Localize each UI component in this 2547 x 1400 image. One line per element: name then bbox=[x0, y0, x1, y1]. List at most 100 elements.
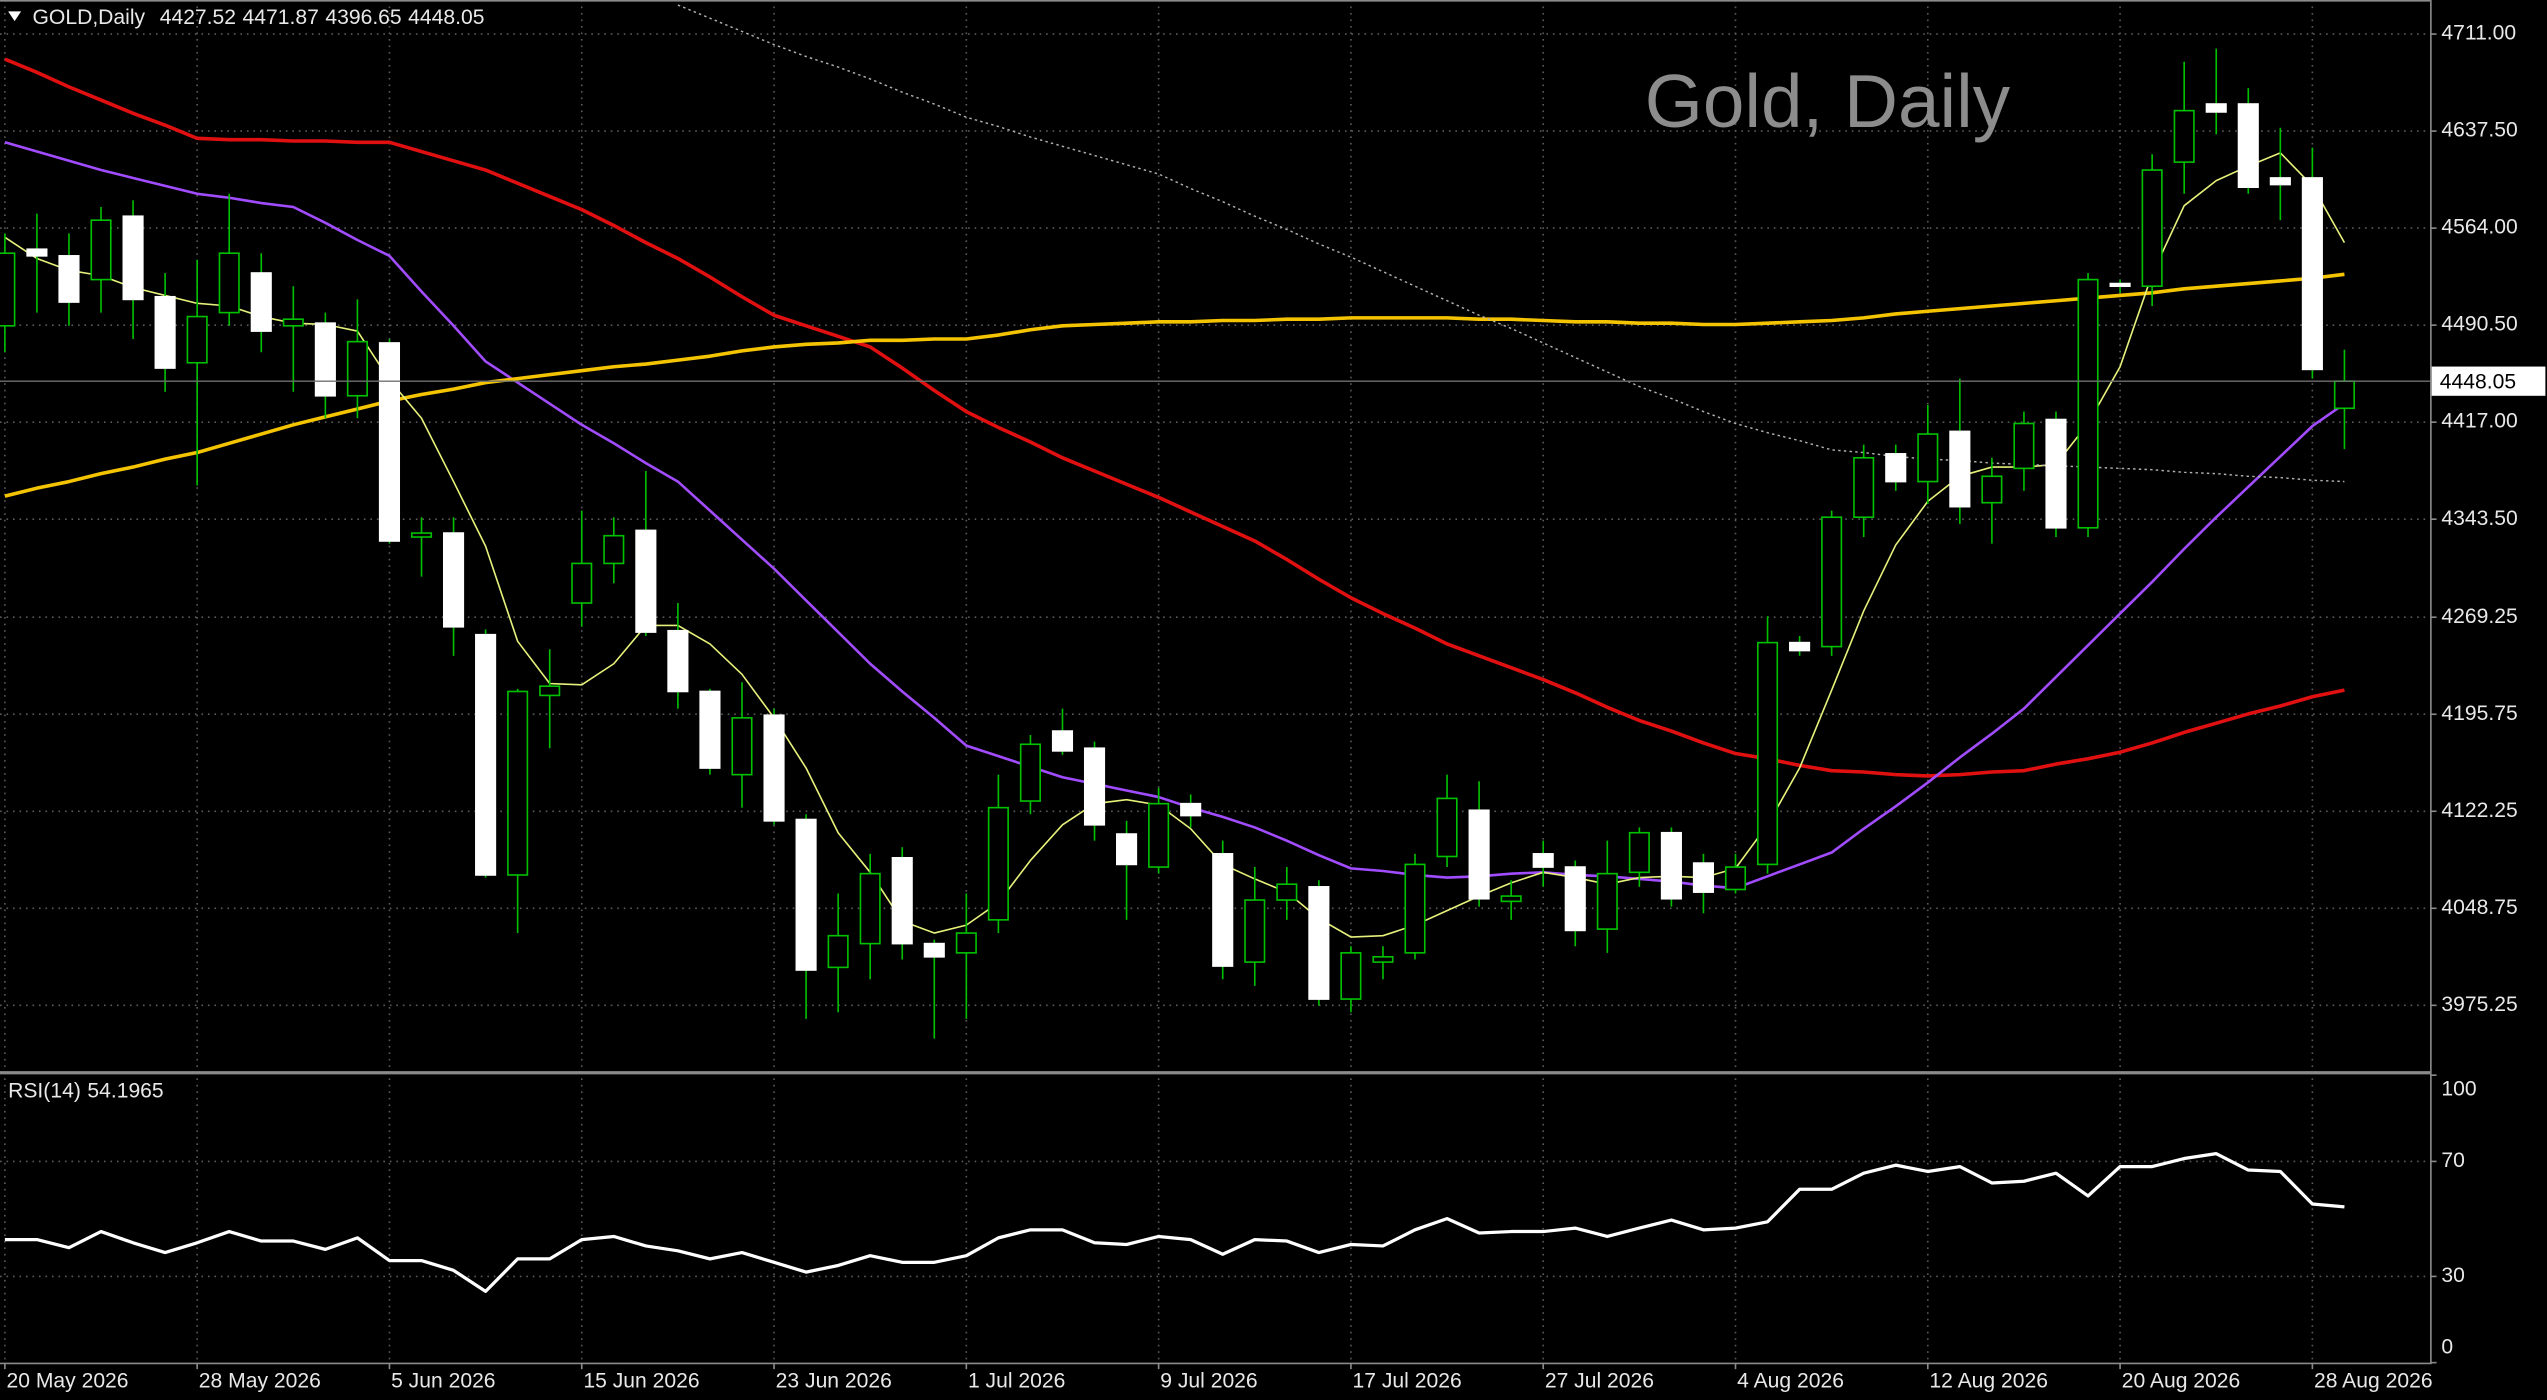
y-tick-label: 4122.25 bbox=[2441, 799, 2517, 822]
candle-body bbox=[923, 942, 945, 958]
candle-body bbox=[1404, 863, 1426, 954]
candle-body bbox=[1340, 952, 1362, 1000]
x-tick-label: 20 Aug 2026 bbox=[2122, 1370, 2241, 1393]
candle-body bbox=[1116, 833, 1138, 866]
candle-body bbox=[987, 806, 1009, 921]
header-low: 4396.65 bbox=[325, 5, 401, 28]
candle-body bbox=[1756, 641, 1779, 866]
candle-body bbox=[314, 322, 336, 397]
labels: 4711.00 4637.50 4564.00 4490.50 4417.00 4343.… bbox=[4, 22, 2546, 1393]
candle-body bbox=[1949, 430, 1971, 508]
candle-body bbox=[58, 255, 80, 303]
candle-body bbox=[1212, 853, 1234, 967]
candle-body bbox=[539, 685, 561, 697]
candle-body bbox=[955, 932, 977, 954]
rsi-tick-label: 30 bbox=[2441, 1264, 2464, 1287]
candle-body bbox=[442, 532, 465, 628]
candle-body bbox=[635, 529, 657, 633]
candle-body bbox=[1596, 872, 1618, 930]
x-tick-label: 20 May 2026 bbox=[6, 1370, 128, 1393]
x-tick-label: 28 May 2026 bbox=[199, 1370, 321, 1393]
candle-body bbox=[1724, 866, 1747, 891]
y-tick-label: 4711.00 bbox=[2441, 22, 2516, 45]
candle-body bbox=[2301, 177, 2323, 371]
candle-body bbox=[2269, 177, 2291, 186]
candle-body bbox=[603, 534, 625, 565]
x-tick-label: 27 Jul 2026 bbox=[1545, 1370, 1654, 1393]
rsi-tick-label: 0 bbox=[2441, 1336, 2453, 1359]
rsi-tick-label: 100 bbox=[2441, 1077, 2476, 1100]
header-close: 4448.05 bbox=[408, 5, 484, 28]
candle-body bbox=[1532, 853, 1554, 868]
price-panel bbox=[0, 4, 2431, 1039]
x-tick-label: 23 Jun 2026 bbox=[776, 1370, 892, 1393]
candle-body bbox=[1019, 743, 1041, 802]
x-tick-label: 12 Aug 2026 bbox=[1929, 1370, 2048, 1393]
current-price-label: 4448.05 bbox=[2440, 370, 2516, 393]
candle-body bbox=[667, 629, 689, 693]
candle-body bbox=[186, 315, 208, 364]
candle-body bbox=[699, 690, 721, 769]
candle-body bbox=[795, 818, 817, 971]
candle-body bbox=[731, 717, 753, 776]
candle-body bbox=[571, 562, 593, 604]
menu-triangle bbox=[8, 11, 22, 22]
moving-average bbox=[4, 57, 2345, 778]
candle-body bbox=[1083, 747, 1106, 826]
candle-body bbox=[1981, 475, 2003, 504]
y-tick-label: 4195.75 bbox=[2441, 702, 2517, 725]
y-tick-label: 3975.25 bbox=[2441, 993, 2517, 1016]
symbol: GOLD,Daily bbox=[32, 5, 145, 28]
candle-body bbox=[1051, 730, 1074, 752]
candle-body bbox=[410, 532, 433, 538]
candle-body bbox=[26, 248, 48, 257]
candle-body bbox=[122, 215, 144, 301]
candle-body bbox=[1885, 453, 1907, 483]
candle-body bbox=[763, 714, 785, 822]
x-tick-label: 17 Jul 2026 bbox=[1353, 1370, 1462, 1393]
candle-body bbox=[1180, 802, 1202, 817]
candle-body bbox=[346, 340, 368, 397]
candle-body bbox=[1660, 831, 1682, 900]
candle-body bbox=[507, 690, 529, 876]
candle-body bbox=[282, 318, 304, 327]
moving-average bbox=[677, 4, 2345, 483]
x-tick-label: 28 Aug 2026 bbox=[2314, 1370, 2433, 1393]
candle-body bbox=[1468, 809, 1490, 900]
x-tick-label: 15 Jun 2026 bbox=[583, 1370, 699, 1393]
x-tick-label: 9 Jul 2026 bbox=[1160, 1370, 1257, 1393]
x-tick-label: 4 Aug 2026 bbox=[1737, 1370, 1844, 1393]
header-high: 4471.87 bbox=[243, 5, 319, 28]
candle-body bbox=[1564, 866, 1586, 932]
x-tick-label: 1 Jul 2026 bbox=[968, 1370, 1065, 1393]
candle-body bbox=[2045, 418, 2067, 529]
candle-body bbox=[2237, 103, 2259, 189]
candle-body bbox=[0, 252, 16, 327]
x-tick-label: 5 Jun 2026 bbox=[391, 1370, 495, 1393]
candle-body bbox=[1436, 797, 1458, 858]
rsi-tick-label: 70 bbox=[2441, 1149, 2464, 1172]
candle-body bbox=[1276, 883, 1298, 901]
y-tick-label: 4417.00 bbox=[2441, 410, 2517, 433]
candle-body bbox=[859, 872, 881, 945]
candle-body bbox=[1917, 433, 1939, 483]
rsi-panel bbox=[4, 1152, 2345, 1293]
candle-body bbox=[1308, 886, 1330, 1000]
candle-body bbox=[2173, 109, 2195, 163]
candle-body bbox=[250, 272, 272, 332]
candle-body bbox=[1500, 895, 1522, 903]
candle-body bbox=[1148, 802, 1170, 868]
candle-body bbox=[1821, 516, 1843, 648]
candle-body bbox=[2141, 169, 2163, 288]
y-tick-label: 4048.75 bbox=[2441, 896, 2517, 919]
rsi-label: RSI(14) bbox=[8, 1079, 81, 1102]
candle-body bbox=[2077, 278, 2099, 529]
candle-body bbox=[2333, 380, 2355, 410]
y-tick-label: 4564.00 bbox=[2441, 216, 2517, 239]
rsi-line bbox=[4, 1152, 2345, 1293]
watermark-title: Gold, Daily bbox=[1645, 59, 2011, 143]
candle-body bbox=[2109, 282, 2131, 288]
candle-body bbox=[1628, 831, 1650, 874]
